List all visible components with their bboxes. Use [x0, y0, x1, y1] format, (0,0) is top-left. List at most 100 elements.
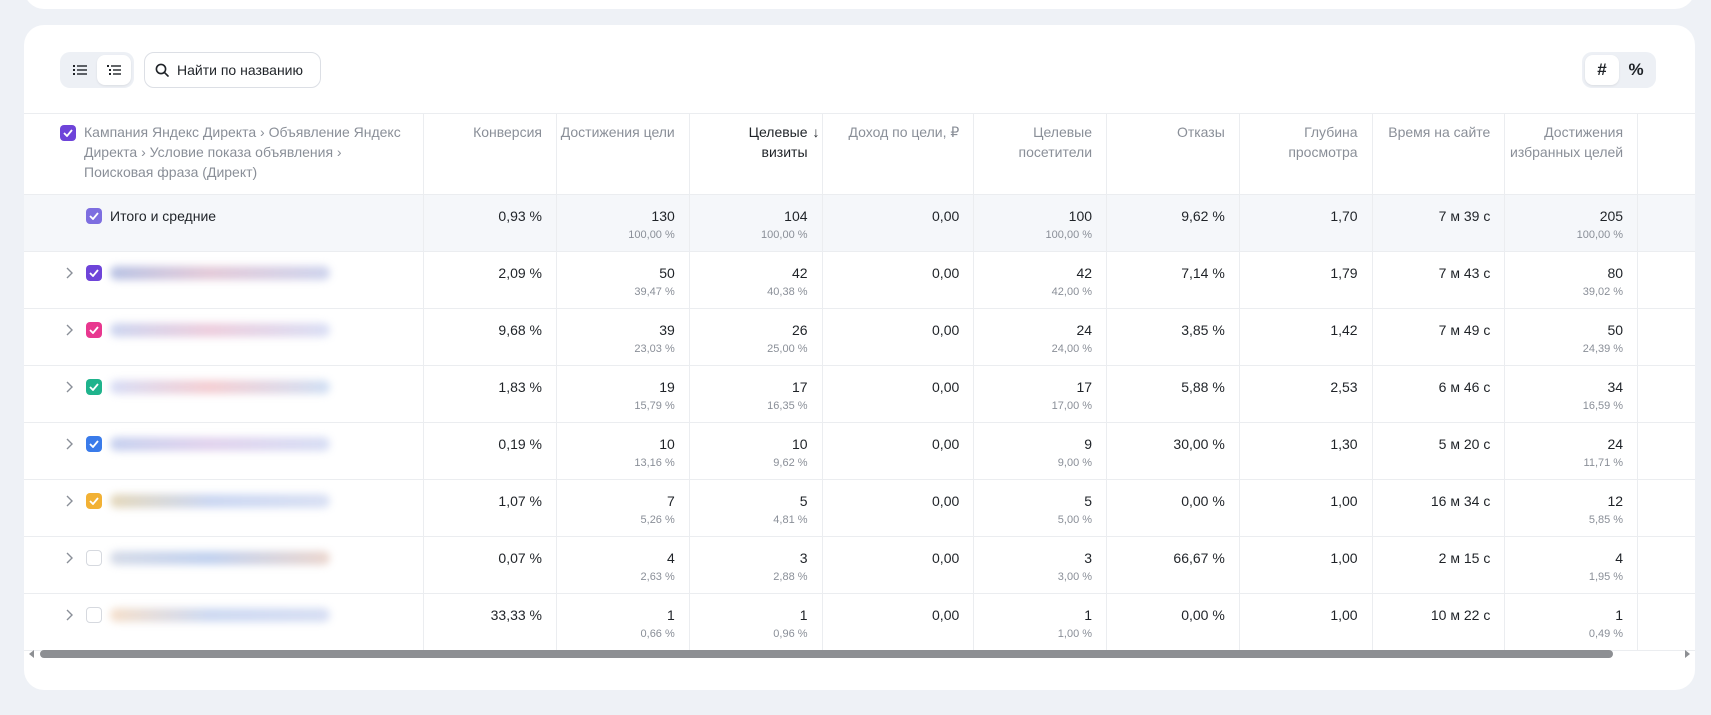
value: 80 — [1607, 265, 1624, 281]
row-target-visits: 5 4,81 % — [690, 480, 823, 536]
totals-label: Итого и средние — [110, 208, 217, 224]
select-all-checkbox[interactable] — [60, 125, 76, 141]
row-checkbox[interactable] — [86, 607, 102, 623]
share: 5,85 % — [1588, 514, 1624, 526]
expand-row-button[interactable] — [60, 492, 78, 510]
value: 10 — [791, 436, 808, 452]
table-row[interactable]: 33,33 % 1 0,66 % 1 0,96 % 0,00 1 1,00 % 0,00 % 1,… — [24, 594, 1695, 651]
row-target-visits: 42 40,38 % — [690, 252, 823, 308]
value: 42 — [1076, 265, 1093, 281]
row-empty — [1638, 480, 1695, 536]
chevron-right-icon — [66, 381, 73, 393]
column-header-depth[interactable]: Глубина просмотра — [1240, 114, 1373, 194]
row-checkbox[interactable] — [86, 322, 102, 338]
row-target-visitors: 3 3,00 % — [974, 537, 1108, 593]
value: 17 — [1076, 379, 1093, 395]
totals-fav-goals: 205 100,00 % — [1505, 195, 1639, 251]
totals-goal-reaches: 130 100,00 % — [557, 195, 690, 251]
scroll-right-arrow[interactable] — [1679, 646, 1695, 662]
row-depth: 2,53 — [1240, 366, 1373, 422]
row-checkbox[interactable] — [86, 265, 102, 281]
column-header-conversion[interactable]: Конверсия — [424, 114, 557, 194]
expand-row-button[interactable] — [60, 378, 78, 396]
scrollbar-track[interactable] — [40, 649, 1679, 659]
value-format-toggle: # % — [1582, 52, 1656, 88]
flat-list-view-button[interactable] — [63, 55, 97, 85]
check-icon — [89, 383, 99, 391]
totals-target-visits: 104 100,00 % — [690, 195, 823, 251]
row-time: 16 м 34 с — [1373, 480, 1506, 536]
report-card: Найти по названию # % Кампания Яндекс Ди… — [24, 25, 1695, 690]
absolute-values-button[interactable]: # — [1585, 55, 1619, 85]
row-target-visitors: 42 42,00 % — [974, 252, 1108, 308]
row-depth: 1,30 — [1240, 423, 1373, 479]
top-card — [24, 0, 1695, 9]
share: 3,00 % — [1057, 571, 1093, 583]
table-row[interactable]: 2,09 % 50 39,47 % 42 40,38 % 0,00 42 42,00 % 7,1… — [24, 252, 1695, 309]
row-target-visitors: 5 5,00 % — [974, 480, 1108, 536]
column-header-target-visitors[interactable]: Целевые посетители — [974, 114, 1108, 194]
share: 16,35 % — [767, 400, 808, 412]
row-goal-reaches: 39 23,03 % — [557, 309, 690, 365]
expand-row-button[interactable] — [60, 321, 78, 339]
table-row[interactable]: 0,07 % 4 2,63 % 3 2,88 % 0,00 3 3,00 % 66,67 % 1,… — [24, 537, 1695, 594]
scroll-left-arrow[interactable] — [24, 646, 40, 662]
share: 1,00 % — [1057, 628, 1093, 640]
column-header-revenue[interactable]: Доход по цели, ₽ — [823, 114, 975, 194]
expand-row-button[interactable] — [60, 549, 78, 567]
row-bounces: 0,00 % — [1107, 594, 1240, 650]
row-time: 10 м 22 с — [1373, 594, 1506, 650]
row-bounces: 5,88 % — [1107, 366, 1240, 422]
row-checkbox[interactable] — [86, 436, 102, 452]
column-header-time[interactable]: Время на сайте — [1373, 114, 1506, 194]
row-fav-goals: 80 39,02 % — [1505, 252, 1639, 308]
value: 1 — [1615, 607, 1624, 623]
search-input[interactable]: Найти по названию — [144, 52, 321, 88]
share: 100,00 % — [628, 229, 675, 241]
percent-values-button[interactable]: % — [1628, 60, 1644, 79]
row-fav-goals: 24 11,71 % — [1505, 423, 1639, 479]
value: 3 — [1084, 550, 1093, 566]
row-dimension-cell — [24, 480, 425, 536]
share: 24,39 % — [1582, 343, 1624, 355]
value: 26 — [791, 322, 808, 338]
expand-row-button[interactable] — [60, 264, 78, 282]
search-placeholder: Найти по названию — [177, 62, 303, 78]
row-dimension-cell — [24, 594, 425, 650]
row-goal-reaches: 50 39,47 % — [557, 252, 690, 308]
row-revenue: 0,00 — [823, 537, 975, 593]
expand-row-button[interactable] — [60, 606, 78, 624]
table-row[interactable]: 9,68 % 39 23,03 % 26 25,00 % 0,00 24 24,00 % 3,8… — [24, 309, 1695, 366]
column-header-target-visits[interactable]: Целевые визиты ↓ — [690, 114, 823, 194]
column-header-bounces[interactable]: Отказы — [1107, 114, 1240, 194]
share: 16,59 % — [1582, 400, 1624, 412]
row-depth: 1,79 — [1240, 252, 1373, 308]
table-row[interactable]: 0,19 % 10 13,16 % 10 9,62 % 0,00 9 9,00 % 30,00 … — [24, 423, 1695, 480]
search-icon — [155, 63, 169, 77]
tree-view-button[interactable] — [97, 55, 131, 85]
value: 1 — [666, 607, 675, 623]
horizontal-scrollbar[interactable] — [24, 646, 1695, 662]
row-checkbox[interactable] — [86, 493, 102, 509]
share: 100,00 % — [1576, 229, 1624, 241]
totals-depth: 1,70 — [1240, 195, 1373, 251]
share: 0,96 % — [773, 628, 808, 640]
tree-list-icon — [107, 65, 121, 75]
scrollbar-thumb[interactable] — [40, 650, 1614, 658]
expand-row-button[interactable] — [60, 435, 78, 453]
share: 40,38 % — [767, 286, 808, 298]
check-icon — [89, 212, 99, 220]
value: 5 — [1084, 493, 1093, 509]
column-header-goal-reaches[interactable]: Достижения цели — [557, 114, 690, 194]
row-checkbox[interactable] — [86, 550, 102, 566]
row-goal-reaches: 19 15,79 % — [557, 366, 690, 422]
column-header-fav-goals[interactable]: Достижения избранных целей — [1505, 114, 1639, 194]
table-row[interactable]: 1,07 % 7 5,26 % 5 4,81 % 0,00 5 5,00 % 0,00 % 1,0… — [24, 480, 1695, 537]
totals-checkbox[interactable] — [86, 208, 102, 224]
row-conversion: 0,19 % — [424, 423, 557, 479]
row-checkbox[interactable] — [86, 379, 102, 395]
dimension-header-label[interactable]: Кампания Яндекс Директа › Объявление Янд… — [84, 124, 401, 180]
row-dimension-cell — [24, 252, 425, 308]
table-row[interactable]: 1,83 % 19 15,79 % 17 16,35 % 0,00 17 17,00 % 5,8… — [24, 366, 1695, 423]
value: 24 — [1076, 322, 1093, 338]
